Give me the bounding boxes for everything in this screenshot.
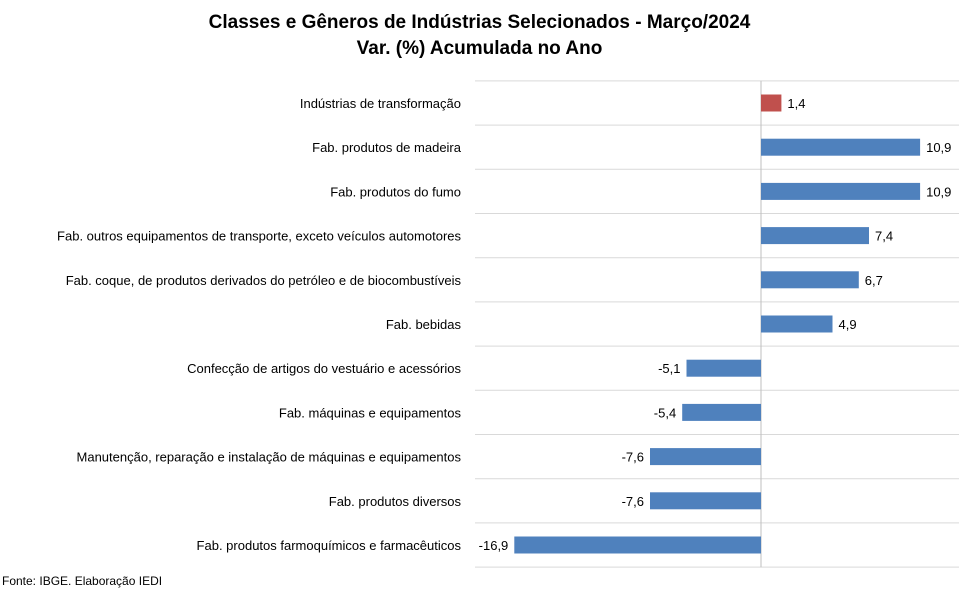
chart-title-block: Classes e Gêneros de Indústrias Selecion… (0, 10, 959, 62)
data-label: 10,9 (926, 140, 951, 155)
bar (650, 448, 761, 466)
category-label: Fab. coque, de produtos derivados do pet… (66, 273, 462, 288)
category-label: Indústrias de transformação (300, 96, 461, 111)
chart-title: Classes e Gêneros de Indústrias Selecion… (208, 12, 751, 33)
data-label: 4,9 (839, 317, 857, 332)
data-label: -5,1 (658, 361, 680, 376)
category-label: Confecção de artigos do vestuário e aces… (187, 361, 461, 376)
data-label: -7,6 (622, 494, 644, 509)
data-label: 6,7 (865, 273, 883, 288)
data-label: 1,4 (787, 96, 805, 111)
bar (761, 271, 859, 289)
bar (514, 536, 761, 554)
category-label: Fab. produtos do fumo (330, 184, 461, 199)
bar (686, 359, 761, 377)
data-label: 7,4 (875, 229, 893, 244)
data-label: -7,6 (622, 450, 644, 465)
data-label: 10,9 (926, 184, 951, 199)
bar (761, 315, 833, 333)
source-note: Fonte: IBGE. Elaboração IEDI (2, 574, 163, 588)
category-label: Fab. outros equipamentos de transporte, … (57, 229, 461, 244)
bar (761, 182, 921, 200)
bar (761, 138, 921, 156)
chart-subtitle: Var. (%) Acumulada no Ano (356, 38, 603, 59)
bar (650, 492, 761, 510)
category-label: Fab. bebidas (386, 317, 462, 332)
category-label: Fab. produtos diversos (329, 494, 462, 509)
category-label: Fab. máquinas e equipamentos (279, 405, 462, 420)
category-label: Fab. produtos farmoquímicos e farmacêuti… (197, 538, 462, 553)
bar (682, 403, 761, 421)
data-label: -5,4 (654, 405, 676, 420)
bar (761, 94, 782, 112)
data-label: -16,9 (479, 538, 509, 553)
category-label: Manutenção, reparação e instalação de má… (77, 450, 462, 465)
category-label: Fab. produtos de madeira (312, 140, 462, 155)
bar (761, 227, 869, 245)
